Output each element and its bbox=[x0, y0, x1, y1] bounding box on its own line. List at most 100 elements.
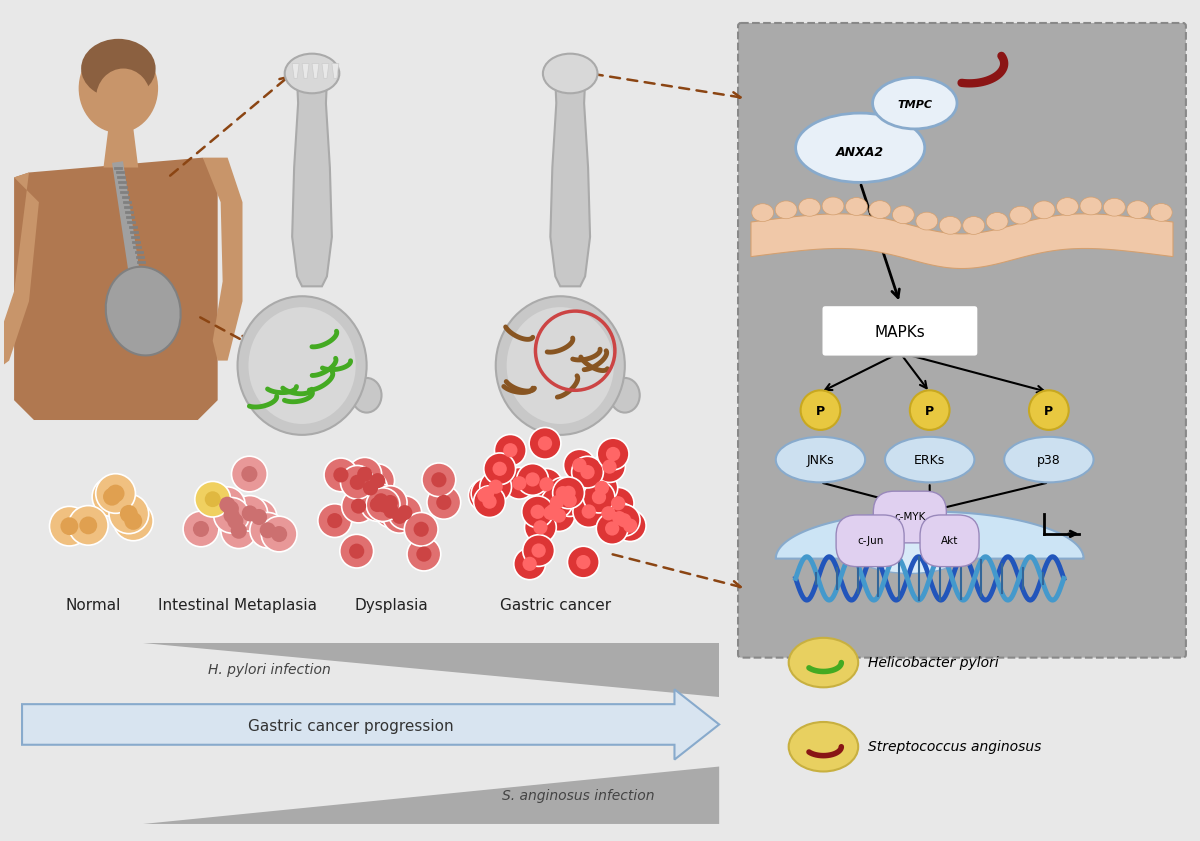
Polygon shape bbox=[775, 511, 1084, 558]
Circle shape bbox=[397, 505, 413, 521]
Circle shape bbox=[523, 535, 554, 566]
Text: S. anginosus infection: S. anginosus infection bbox=[502, 789, 655, 803]
FancyBboxPatch shape bbox=[738, 23, 1186, 658]
Circle shape bbox=[60, 517, 78, 535]
Text: ANXA2: ANXA2 bbox=[836, 146, 884, 159]
Ellipse shape bbox=[284, 54, 340, 93]
Circle shape bbox=[593, 497, 624, 529]
Circle shape bbox=[538, 436, 552, 451]
Circle shape bbox=[605, 521, 619, 536]
Ellipse shape bbox=[1004, 436, 1093, 483]
Circle shape bbox=[383, 500, 416, 533]
Circle shape bbox=[362, 480, 378, 495]
Circle shape bbox=[546, 504, 560, 518]
Circle shape bbox=[539, 477, 553, 491]
Ellipse shape bbox=[872, 77, 958, 129]
Circle shape bbox=[598, 438, 629, 470]
Circle shape bbox=[582, 505, 596, 519]
Ellipse shape bbox=[1104, 198, 1126, 216]
Text: Normal: Normal bbox=[66, 598, 121, 613]
Circle shape bbox=[492, 462, 506, 476]
Circle shape bbox=[371, 489, 404, 523]
Ellipse shape bbox=[1009, 206, 1032, 224]
Circle shape bbox=[193, 521, 209, 537]
Circle shape bbox=[217, 503, 253, 539]
Ellipse shape bbox=[542, 54, 598, 93]
Text: Gastric cancer progression: Gastric cancer progression bbox=[248, 719, 454, 734]
Circle shape bbox=[214, 498, 250, 533]
Circle shape bbox=[92, 477, 132, 516]
Circle shape bbox=[556, 486, 570, 500]
Ellipse shape bbox=[986, 213, 1008, 230]
Circle shape bbox=[522, 496, 553, 527]
Circle shape bbox=[342, 489, 376, 523]
Circle shape bbox=[370, 497, 385, 512]
Ellipse shape bbox=[610, 378, 640, 413]
Circle shape bbox=[205, 491, 221, 507]
Polygon shape bbox=[302, 64, 310, 78]
Circle shape bbox=[472, 478, 503, 510]
Circle shape bbox=[358, 467, 372, 482]
Ellipse shape bbox=[79, 44, 158, 133]
Circle shape bbox=[550, 495, 564, 510]
Circle shape bbox=[583, 481, 614, 513]
Ellipse shape bbox=[796, 113, 925, 182]
Circle shape bbox=[230, 523, 247, 539]
Circle shape bbox=[109, 494, 149, 534]
Circle shape bbox=[184, 511, 218, 547]
Text: JNKs: JNKs bbox=[806, 454, 834, 467]
Circle shape bbox=[349, 543, 365, 558]
Polygon shape bbox=[332, 64, 338, 78]
Circle shape bbox=[478, 488, 492, 502]
Polygon shape bbox=[203, 157, 242, 361]
Circle shape bbox=[606, 447, 620, 461]
Circle shape bbox=[571, 457, 604, 488]
Circle shape bbox=[608, 505, 640, 537]
Text: Gastric cancer: Gastric cancer bbox=[499, 598, 611, 613]
Text: MAPKs: MAPKs bbox=[875, 325, 925, 341]
Circle shape bbox=[241, 500, 277, 535]
Circle shape bbox=[504, 468, 535, 499]
Circle shape bbox=[617, 513, 631, 527]
Text: Akt: Akt bbox=[941, 536, 959, 546]
Text: Intestinal Metaplasia: Intestinal Metaplasia bbox=[158, 598, 317, 613]
Ellipse shape bbox=[352, 378, 382, 413]
Polygon shape bbox=[312, 64, 319, 78]
Circle shape bbox=[416, 547, 432, 562]
Circle shape bbox=[544, 505, 558, 520]
Ellipse shape bbox=[851, 524, 970, 574]
Circle shape bbox=[366, 488, 400, 521]
Circle shape bbox=[572, 495, 605, 527]
Circle shape bbox=[526, 473, 540, 487]
Circle shape bbox=[532, 543, 546, 558]
Circle shape bbox=[194, 481, 230, 517]
Polygon shape bbox=[103, 128, 138, 167]
Circle shape bbox=[910, 390, 949, 430]
Circle shape bbox=[601, 506, 616, 521]
Circle shape bbox=[407, 537, 440, 571]
Circle shape bbox=[482, 495, 497, 509]
Ellipse shape bbox=[106, 267, 181, 356]
Circle shape bbox=[494, 435, 527, 466]
Text: Streptococcus anginosus: Streptococcus anginosus bbox=[868, 740, 1042, 754]
Text: Dysplasia: Dysplasia bbox=[354, 598, 428, 613]
Circle shape bbox=[581, 465, 595, 479]
Circle shape bbox=[480, 486, 494, 500]
Text: P: P bbox=[925, 405, 935, 418]
Polygon shape bbox=[0, 172, 38, 375]
Circle shape bbox=[271, 526, 287, 542]
Circle shape bbox=[68, 505, 108, 545]
Ellipse shape bbox=[893, 206, 914, 224]
Circle shape bbox=[522, 557, 536, 571]
Circle shape bbox=[594, 451, 625, 483]
Circle shape bbox=[534, 497, 566, 529]
Ellipse shape bbox=[940, 216, 961, 235]
Circle shape bbox=[800, 390, 840, 430]
Text: P: P bbox=[816, 405, 826, 418]
Circle shape bbox=[370, 473, 385, 489]
Circle shape bbox=[318, 504, 352, 537]
Circle shape bbox=[468, 479, 500, 511]
Ellipse shape bbox=[1080, 197, 1102, 214]
Polygon shape bbox=[551, 59, 590, 286]
Circle shape bbox=[562, 486, 576, 500]
